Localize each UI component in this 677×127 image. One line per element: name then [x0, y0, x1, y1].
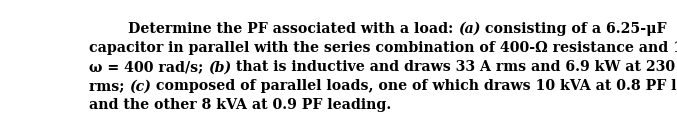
Text: consisting of a 6.25-μF: consisting of a 6.25-μF — [480, 22, 667, 36]
Text: (c): (c) — [129, 79, 151, 93]
Text: composed of parallel loads, one of which draws 10 kVA at 0.8 PF lagging: composed of parallel loads, one of which… — [151, 79, 677, 93]
Text: (b): (b) — [208, 60, 231, 74]
Text: ω = 400 rad/s;: ω = 400 rad/s; — [89, 60, 208, 74]
Text: rms;: rms; — [89, 79, 129, 93]
Text: Determine the PF associated with a load:: Determine the PF associated with a load: — [89, 22, 458, 36]
Text: and the other 8 kVA at 0.9 PF leading.: and the other 8 kVA at 0.9 PF leading. — [89, 98, 391, 112]
Text: capacitor in parallel with the series combination of 400-Ω resistance and 1 H at: capacitor in parallel with the series co… — [89, 41, 677, 55]
Text: that is inductive and draws 33 A rms and 6.9 kW at 230 V: that is inductive and draws 33 A rms and… — [231, 60, 677, 74]
Text: (a): (a) — [458, 22, 480, 36]
